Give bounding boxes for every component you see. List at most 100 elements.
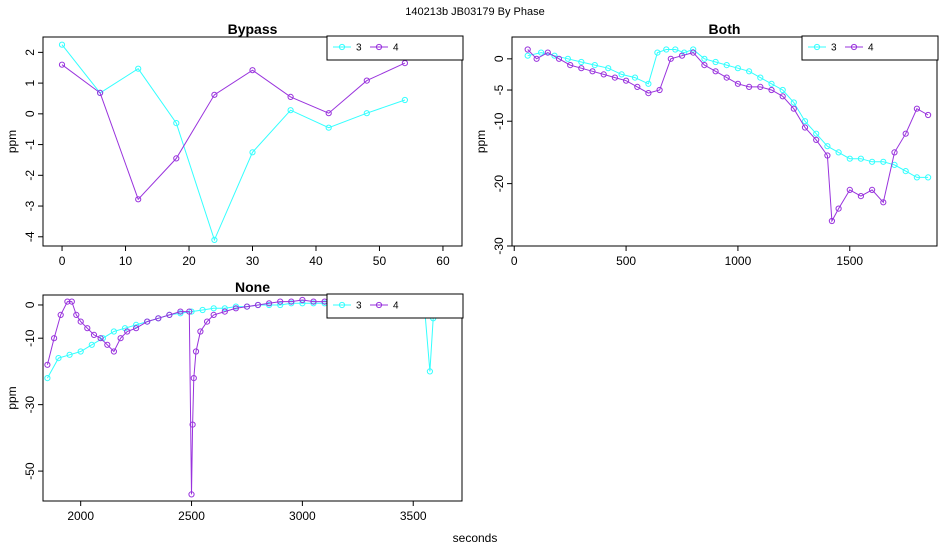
data-point bbox=[211, 236, 218, 243]
data-point bbox=[701, 62, 708, 69]
x-tick-label: 50 bbox=[373, 254, 387, 268]
series-3 bbox=[58, 41, 408, 243]
data-point bbox=[880, 158, 887, 165]
y-tick-label: -4 bbox=[23, 231, 37, 242]
data-point bbox=[104, 341, 111, 348]
data-point bbox=[243, 303, 251, 310]
panel-title: Both bbox=[709, 21, 741, 37]
data-point bbox=[232, 303, 239, 310]
x-tick-label: 2000 bbox=[67, 509, 94, 523]
data-point bbox=[902, 130, 909, 137]
data-point bbox=[654, 49, 661, 56]
data-point bbox=[325, 124, 332, 131]
data-point bbox=[84, 325, 91, 332]
data-point bbox=[135, 65, 142, 72]
y-tick-label: -30 bbox=[492, 237, 506, 255]
data-point bbox=[757, 83, 764, 91]
data-point bbox=[363, 110, 370, 117]
data-point bbox=[656, 86, 663, 94]
data-point bbox=[88, 341, 95, 348]
y-tick-label: 2 bbox=[23, 49, 37, 56]
data-point bbox=[197, 328, 204, 335]
data-point bbox=[768, 86, 775, 94]
y-tick-label: 1 bbox=[23, 79, 37, 86]
data-point bbox=[44, 361, 51, 368]
data-point bbox=[690, 49, 697, 56]
data-point bbox=[124, 328, 131, 335]
data-point bbox=[155, 315, 162, 322]
y-tick-label: 0 bbox=[23, 301, 37, 308]
data-point bbox=[913, 105, 921, 112]
data-point bbox=[538, 49, 545, 56]
data-point bbox=[869, 186, 876, 193]
data-point bbox=[663, 46, 670, 53]
data-point bbox=[363, 77, 370, 84]
data-point bbox=[401, 96, 408, 104]
legend-marker-4 bbox=[850, 43, 858, 51]
y-tick-label: -10 bbox=[492, 112, 506, 130]
data-point bbox=[188, 491, 195, 498]
data-point bbox=[524, 46, 531, 53]
data-point bbox=[824, 143, 831, 150]
x-tick-label: 30 bbox=[246, 254, 260, 268]
data-point bbox=[712, 58, 719, 66]
plot-frame bbox=[511, 36, 938, 247]
data-point bbox=[186, 308, 193, 315]
y-tick-label: -1 bbox=[23, 139, 37, 150]
data-point bbox=[828, 217, 836, 225]
legend-label-3: 3 bbox=[356, 43, 362, 54]
data-point bbox=[757, 74, 764, 81]
data-point bbox=[177, 308, 184, 315]
data-point bbox=[857, 155, 865, 162]
y-tick-label: -10 bbox=[23, 329, 37, 347]
data-point bbox=[880, 199, 887, 206]
data-point bbox=[835, 205, 842, 212]
data-point bbox=[645, 80, 652, 87]
data-point bbox=[902, 168, 909, 175]
y-tick-label: -20 bbox=[492, 175, 506, 193]
data-point bbox=[578, 58, 585, 66]
data-point bbox=[925, 111, 932, 119]
data-point bbox=[790, 99, 797, 106]
data-point bbox=[135, 196, 142, 203]
data-point bbox=[58, 41, 66, 48]
data-point bbox=[618, 71, 625, 78]
series-3 bbox=[524, 46, 932, 181]
data-point bbox=[846, 155, 853, 162]
data-point bbox=[299, 296, 306, 304]
data-point bbox=[913, 174, 921, 181]
x-tick-label: 10 bbox=[119, 254, 133, 268]
data-point bbox=[734, 65, 742, 72]
series-4 bbox=[44, 296, 372, 498]
data-point bbox=[723, 74, 730, 81]
x-tick-label: 3000 bbox=[289, 509, 316, 523]
data-point bbox=[723, 62, 730, 69]
data-point bbox=[813, 136, 820, 143]
data-point bbox=[173, 120, 180, 127]
data-point bbox=[97, 89, 104, 97]
x-tick-label: 1500 bbox=[836, 254, 863, 268]
y-tick-label: -50 bbox=[23, 462, 37, 480]
data-point bbox=[567, 62, 574, 69]
legend-label-4: 4 bbox=[393, 43, 399, 54]
legend-marker-3 bbox=[813, 43, 821, 51]
data-point bbox=[254, 301, 262, 309]
data-point bbox=[325, 110, 332, 117]
data-point bbox=[869, 158, 876, 165]
data-point bbox=[591, 62, 598, 69]
legend-label-4: 4 bbox=[868, 43, 874, 54]
data-point bbox=[204, 318, 211, 325]
legend-label-3: 3 bbox=[356, 301, 362, 312]
y-tick-label: -2 bbox=[23, 170, 37, 181]
data-point bbox=[544, 49, 551, 56]
data-point bbox=[299, 300, 306, 307]
data-point bbox=[166, 311, 173, 318]
y-tick-label: 0 bbox=[492, 55, 506, 62]
data-point bbox=[631, 74, 639, 81]
data-point bbox=[44, 375, 51, 382]
data-point bbox=[210, 305, 217, 312]
